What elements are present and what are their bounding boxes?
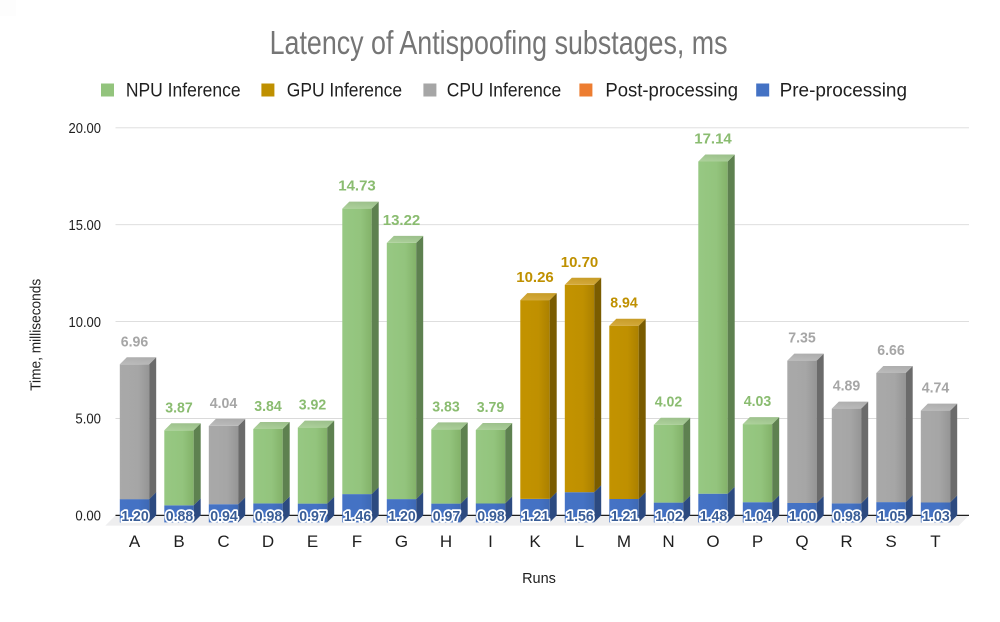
svg-text:Q: Q: [795, 532, 808, 551]
svg-text:CPU Inference: CPU Inference: [447, 81, 561, 102]
svg-text:3.87: 3.87: [165, 400, 193, 416]
svg-text:4.74: 4.74: [922, 381, 950, 397]
svg-text:B: B: [173, 532, 184, 551]
svg-text:E: E: [307, 532, 318, 551]
svg-text:H: H: [440, 532, 452, 551]
svg-text:Post-processing: Post-processing: [605, 81, 738, 102]
svg-text:Time, milliseconds: Time, milliseconds: [28, 279, 44, 391]
svg-text:14.73: 14.73: [338, 179, 376, 195]
svg-text:5.00: 5.00: [75, 412, 101, 428]
svg-text:Runs: Runs: [522, 571, 556, 587]
svg-text:NPU Inference: NPU Inference: [126, 81, 241, 102]
svg-text:13.22: 13.22: [383, 213, 421, 229]
svg-text:3.79: 3.79: [477, 400, 505, 416]
svg-text:3.92: 3.92: [299, 398, 327, 414]
svg-text:G: G: [395, 532, 408, 551]
svg-text:GPU Inference: GPU Inference: [287, 81, 402, 102]
svg-text:6.96: 6.96: [121, 334, 149, 350]
svg-text:0.97: 0.97: [299, 509, 327, 525]
svg-text:1.05: 1.05: [878, 509, 906, 525]
svg-text:10.00: 10.00: [69, 315, 102, 331]
svg-text:7.35: 7.35: [788, 331, 816, 347]
svg-text:S: S: [885, 532, 896, 551]
svg-text:3.83: 3.83: [432, 399, 460, 415]
svg-text:1.02: 1.02: [655, 509, 683, 525]
svg-text:P: P: [752, 532, 763, 551]
svg-text:T: T: [930, 532, 940, 551]
svg-text:I: I: [488, 532, 493, 551]
svg-text:Pre-processing: Pre-processing: [780, 81, 907, 102]
svg-text:C: C: [217, 532, 229, 551]
svg-text:0.88: 0.88: [166, 509, 194, 525]
svg-text:1.21: 1.21: [522, 509, 550, 525]
svg-text:M: M: [617, 532, 631, 551]
svg-text:0.98: 0.98: [477, 509, 505, 525]
svg-text:4.04: 4.04: [210, 396, 238, 412]
svg-text:1.56: 1.56: [566, 509, 594, 525]
svg-text:4.89: 4.89: [833, 379, 861, 395]
svg-text:1.20: 1.20: [388, 509, 416, 525]
svg-text:0.00: 0.00: [75, 509, 101, 525]
svg-text:R: R: [840, 532, 852, 551]
svg-text:1.46: 1.46: [344, 509, 372, 525]
svg-text:10.70: 10.70: [561, 255, 599, 271]
svg-text:F: F: [352, 532, 362, 551]
svg-text:Latency of Antispoofing substa: Latency of Antispoofing substages, ms: [270, 24, 728, 61]
svg-text:1.03: 1.03: [922, 509, 950, 525]
svg-text:8.94: 8.94: [610, 296, 638, 312]
svg-text:1.04: 1.04: [744, 509, 772, 525]
svg-text:4.03: 4.03: [744, 394, 772, 410]
svg-text:15.00: 15.00: [69, 218, 102, 234]
svg-text:6.66: 6.66: [877, 343, 905, 359]
svg-text:3.84: 3.84: [254, 399, 282, 415]
svg-text:17.14: 17.14: [694, 132, 732, 148]
svg-text:1.00: 1.00: [789, 509, 817, 525]
svg-text:1.20: 1.20: [121, 509, 149, 525]
svg-text:0.98: 0.98: [255, 509, 283, 525]
svg-text:20.00: 20.00: [69, 121, 102, 137]
svg-text:0.94: 0.94: [210, 509, 238, 525]
svg-text:1.21: 1.21: [611, 509, 639, 525]
svg-text:10.26: 10.26: [516, 270, 554, 286]
svg-text:N: N: [662, 532, 674, 551]
svg-text:0.98: 0.98: [833, 509, 861, 525]
svg-text:D: D: [262, 532, 274, 551]
svg-text:4.02: 4.02: [655, 395, 683, 411]
svg-text:0.97: 0.97: [433, 509, 461, 525]
svg-text:1.48: 1.48: [700, 509, 728, 525]
svg-text:O: O: [706, 532, 719, 551]
svg-text:K: K: [529, 532, 541, 551]
svg-text:L: L: [575, 532, 584, 551]
svg-text:A: A: [129, 532, 141, 551]
